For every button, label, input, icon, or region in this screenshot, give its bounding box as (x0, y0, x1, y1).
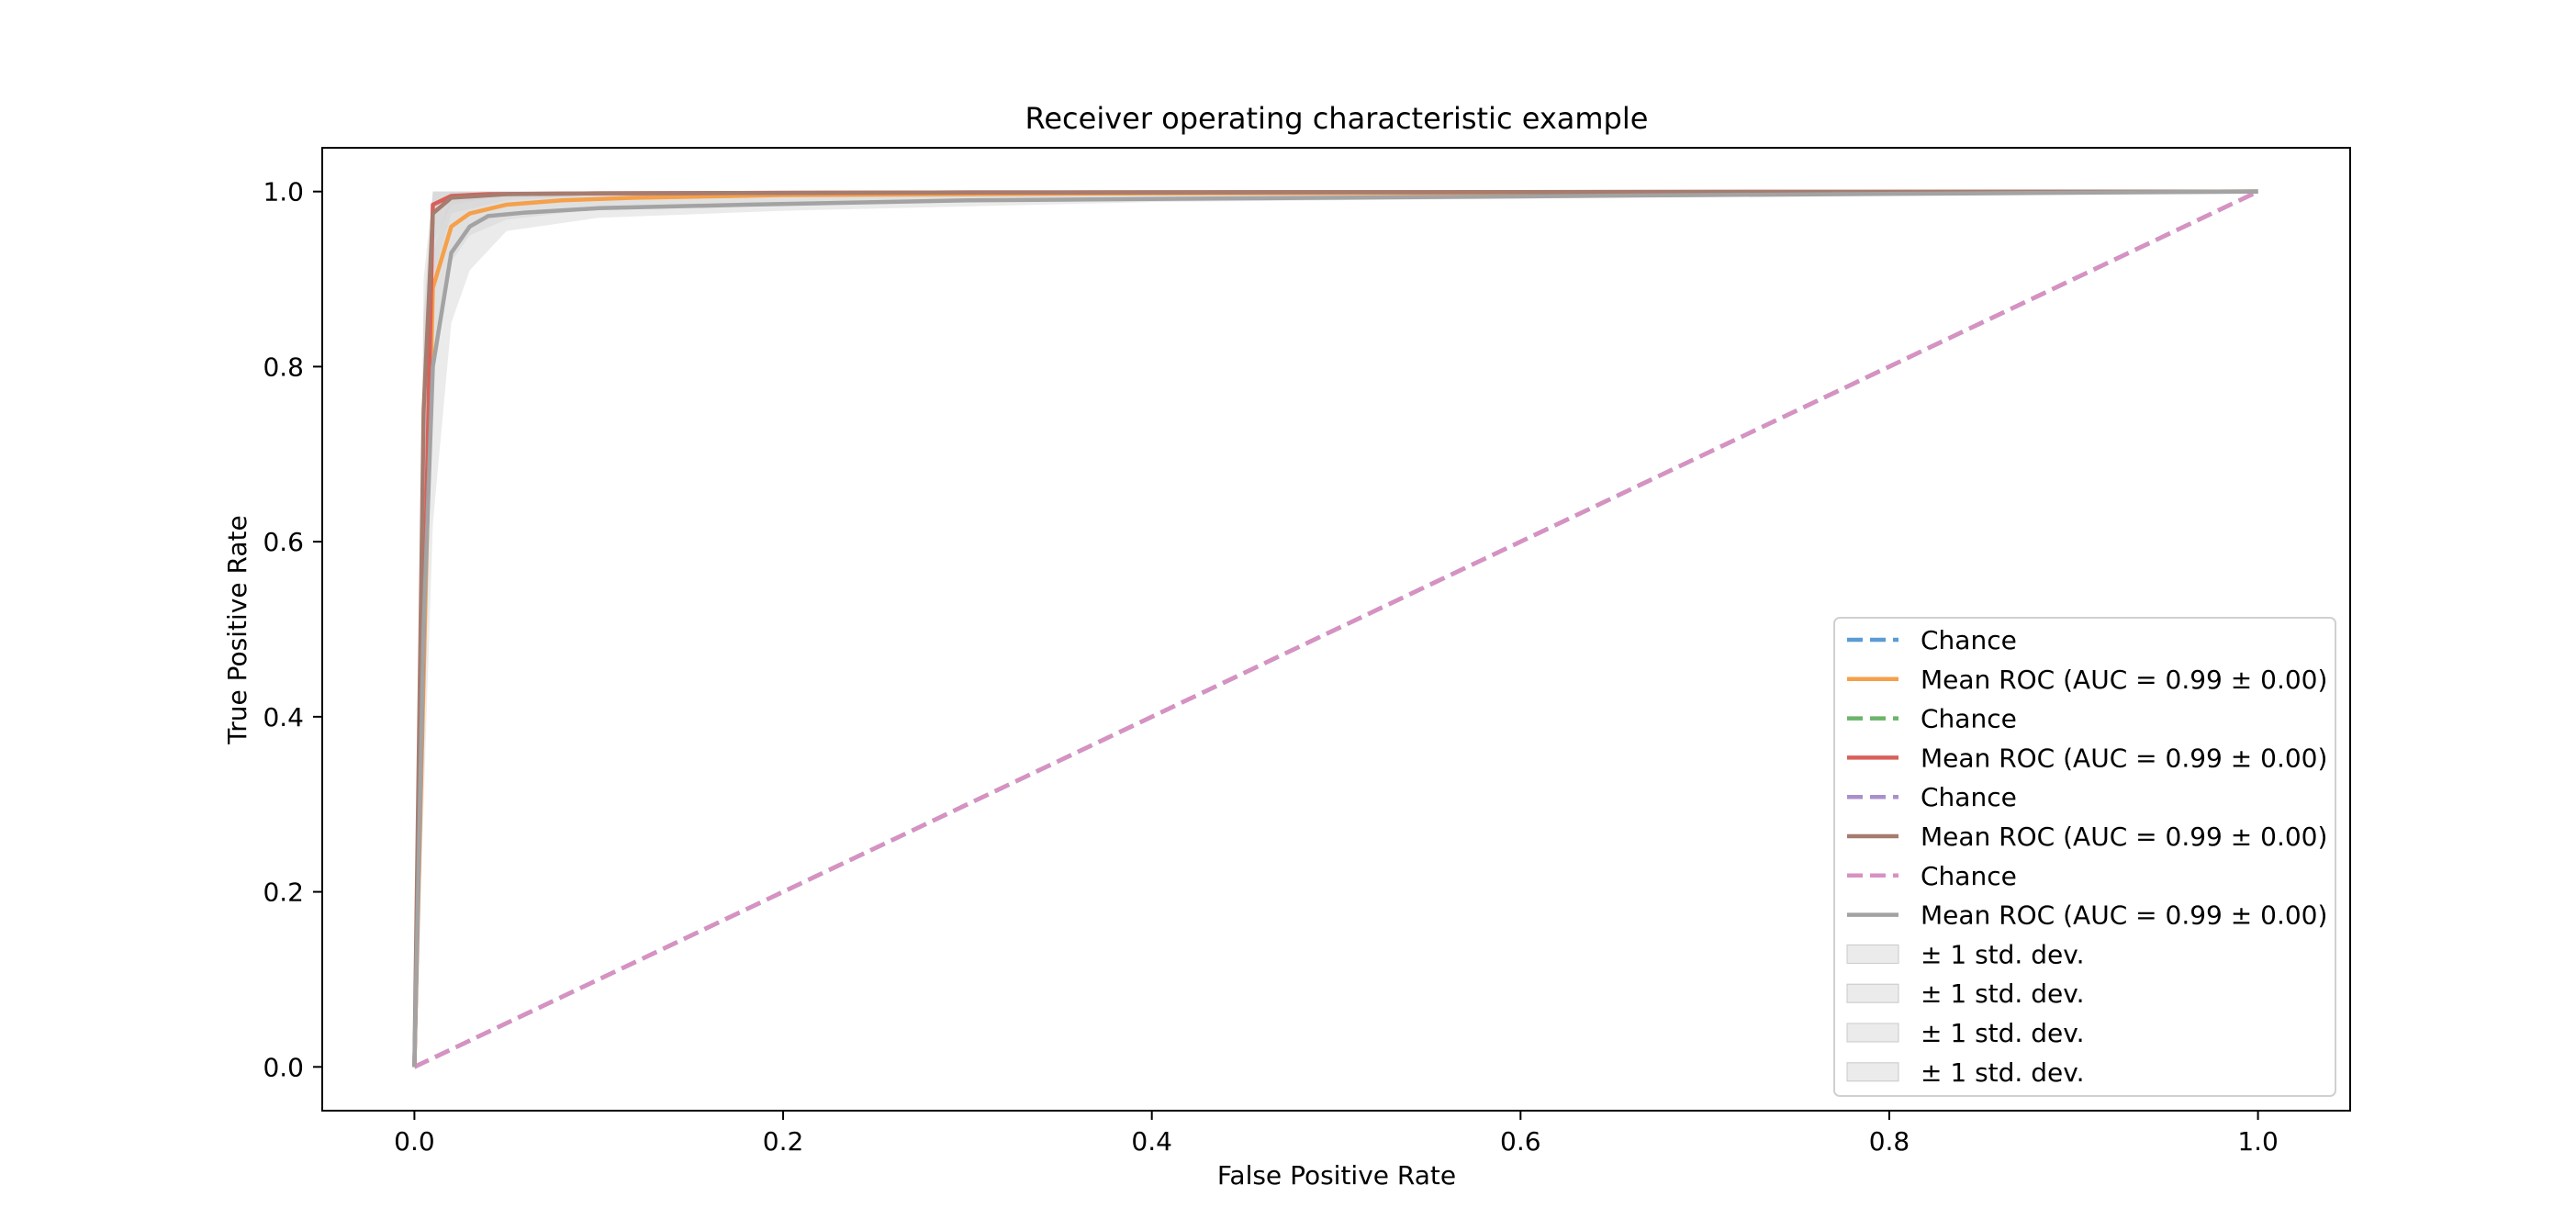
legend-frame (1833, 617, 2336, 1097)
chart-title: Receiver operating characteristic exampl… (1025, 101, 1649, 136)
chance-line-7 (413, 189, 2259, 1069)
x-tick-label: 0.8 (1869, 1126, 1910, 1157)
legend-label: ± 1 std. dev. (1921, 1018, 2085, 1048)
legend-label: Chance (1921, 625, 2017, 655)
y-tick-label: 0.0 (263, 1052, 304, 1082)
y-axis-ticks: 0.0 0.2 0.4 0.6 0.8 1.0 (263, 177, 322, 1082)
x-axis-label: False Positive Rate (1217, 1160, 1456, 1191)
y-tick-label: 1.0 (263, 177, 304, 207)
x-tick-label: 0.2 (763, 1126, 804, 1157)
x-tick-label: 0.4 (1131, 1126, 1172, 1157)
y-tick-label: 0.8 (263, 352, 304, 382)
legend-swatch-band (1846, 1023, 1899, 1043)
x-tick-label: 1.0 (2237, 1126, 2279, 1157)
plot-frame (321, 147, 2351, 1112)
legend-label: Chance (1921, 861, 2017, 891)
legend-swatch-band (1846, 1062, 1899, 1082)
mean-roc-line-8 (412, 189, 2258, 1068)
legend-label: Mean ROC (AUC = 0.99 ± 0.00) (1921, 743, 2327, 773)
y-tick-label: 0.6 (263, 527, 304, 557)
y-axis-label: True Positive Rate (222, 515, 252, 744)
legend-label: Mean ROC (AUC = 0.99 ± 0.00) (1921, 822, 2327, 852)
series-lines (412, 189, 2259, 1069)
legend-swatch-band (1846, 944, 1899, 964)
y-tick-label: 0.2 (263, 878, 304, 908)
legend-label: ± 1 std. dev. (1921, 939, 2085, 969)
legend-label: Mean ROC (AUC = 0.99 ± 0.00) (1921, 665, 2327, 695)
x-tick-label: 0.0 (394, 1126, 435, 1157)
legend: Chance Mean ROC (AUC = 0.99 ± 0.00) Chance… (1833, 617, 2336, 1097)
legend-label: ± 1 std. dev. (1921, 978, 2085, 1009)
mean-roc-line-6 (412, 189, 2258, 1068)
legend-label: Chance (1921, 782, 2017, 812)
legend-swatch-band (1846, 983, 1899, 1003)
legend-label: Mean ROC (AUC = 0.99 ± 0.00) (1921, 900, 2327, 931)
legend-label: ± 1 std. dev. (1921, 1057, 2085, 1088)
y-tick-label: 0.4 (263, 702, 304, 732)
x-axis-ticks: 0.0 0.2 0.4 0.6 0.8 1.0 (394, 1111, 2279, 1157)
x-tick-label: 0.6 (1500, 1126, 1541, 1157)
legend-label: Chance (1921, 704, 2017, 734)
